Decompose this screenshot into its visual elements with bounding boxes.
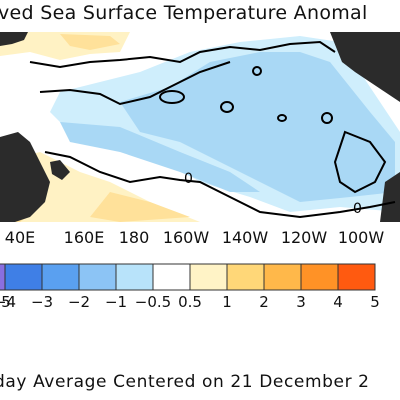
- colorbar-tick-label: 2: [259, 293, 269, 311]
- zero-contour-north: [29, 40, 336, 69]
- zero-contour-south: [44, 151, 396, 219]
- zero-contour-middle: [39, 61, 231, 106]
- colorbar-swatch: [115, 263, 154, 291]
- colorbar-tick-label: −4: [0, 293, 17, 311]
- contour-label: 0: [184, 171, 193, 187]
- colorbar: [0, 263, 400, 291]
- colorbar-tick-label: −0.5: [134, 293, 172, 311]
- lon-label: 160W: [162, 228, 210, 247]
- colorbar-swatch: [41, 263, 80, 291]
- colorbar-tick-label: −2: [67, 293, 91, 311]
- colorbar-swatch: [263, 263, 302, 291]
- lon-label: 140W: [221, 228, 269, 247]
- warm-anomaly-north: [60, 34, 120, 50]
- colorbar-swatch: [189, 263, 228, 291]
- colorbar-tick-label: 0.5: [178, 293, 202, 311]
- colorbar-tick-label: −3: [30, 293, 54, 311]
- colorbar-swatch: [0, 263, 6, 291]
- map-svg: 0 0: [0, 32, 400, 222]
- colorbar-tick-label: −1: [104, 293, 128, 311]
- zero-contour-loop-5: [277, 114, 287, 122]
- cool-anomaly-light: [120, 52, 395, 202]
- colorbar-labels: 5 −4 −3 −2 −1 −0.5 0.5 1 2 3 4 5: [0, 293, 400, 315]
- cool-anomaly-light-2: [60, 122, 260, 192]
- colorbar-tick-label: 1: [222, 293, 232, 311]
- land-south-america: [380, 172, 400, 222]
- colorbar-swatch: [78, 263, 117, 291]
- land-small-islands: [50, 160, 70, 180]
- land-mexico: [330, 32, 400, 102]
- map-title: ved Sea Surface Temperature Anomal: [0, 2, 368, 24]
- colorbar-tick-label: 4: [333, 293, 343, 311]
- colorbar-swatch: [226, 263, 265, 291]
- colorbar-tick-label: 5: [370, 293, 380, 311]
- longitude-axis: 40E 160E 180 160W 140W 120W 100W: [0, 228, 400, 250]
- averaging-period-text: day Average Centered on 21 December 2: [0, 372, 370, 392]
- colorbar-swatch: [152, 263, 191, 291]
- lon-label: 180: [118, 228, 150, 247]
- contour-label: 0: [353, 201, 362, 217]
- warm-anomaly-south: [90, 192, 190, 222]
- colorbar-swatch: [4, 263, 43, 291]
- lon-label: 40E: [4, 228, 36, 247]
- colorbar-tick-label: 5: [1, 293, 11, 311]
- lon-label: 160E: [63, 228, 105, 247]
- colorbar-svg: [0, 263, 376, 291]
- lon-label: 120W: [280, 228, 328, 247]
- sst-anomaly-map: 0 0: [0, 32, 400, 222]
- zero-contour-loop-1: [159, 90, 185, 104]
- lon-label: 100W: [337, 228, 385, 247]
- land-north-west: [0, 32, 28, 46]
- zero-contour-loop-2: [220, 101, 234, 113]
- zero-contour-east: [333, 130, 387, 194]
- zero-contour-loop-4: [321, 112, 333, 124]
- land-australia-asia: [0, 132, 50, 222]
- zero-contour-loop-3: [252, 66, 262, 76]
- colorbar-swatch: [337, 263, 376, 291]
- colorbar-tick-label: 3: [296, 293, 306, 311]
- colorbar-swatch: [300, 263, 339, 291]
